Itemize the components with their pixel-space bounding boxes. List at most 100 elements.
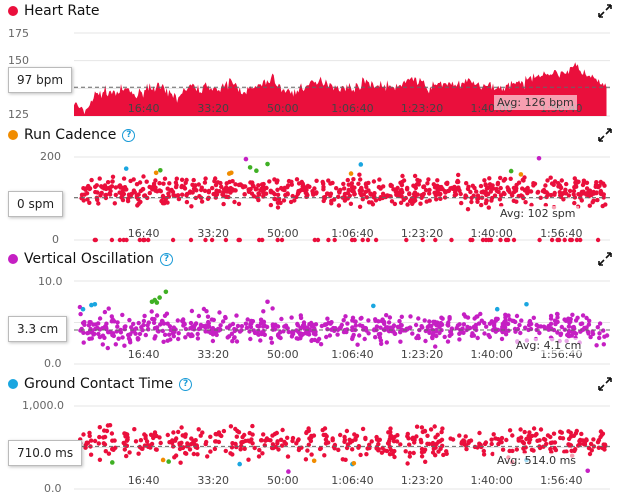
data-point [267,179,271,183]
data-point [332,445,336,449]
data-point [283,193,287,197]
data-point [311,323,315,327]
data-point [240,440,244,444]
data-point [218,181,222,185]
run-cadence-plot[interactable]: 16:40 33:20 50:00 1:06:40 1:23:20 1:40:00 1:56… [0,124,624,248]
data-point [111,317,115,321]
data-point [246,187,250,191]
data-point [400,190,404,194]
data-point [555,320,559,324]
data-point [489,189,493,193]
data-point [448,334,452,338]
data-point [352,432,356,436]
data-point [527,440,531,444]
x-tick-label: 1:56:40 [540,474,582,487]
data-point [154,170,159,175]
data-point [124,187,128,191]
data-point [572,434,576,438]
data-point [244,157,249,162]
data-point [95,183,99,187]
data-point [599,180,603,184]
data-point [602,342,606,346]
data-point [536,324,540,328]
data-point [213,191,217,195]
data-point [466,315,470,319]
data-point [407,192,411,196]
data-point [422,184,426,188]
data-point [510,319,514,323]
data-point [351,316,355,320]
data-point [144,333,148,337]
data-point [183,335,187,339]
data-point [307,322,311,326]
data-point [597,336,601,340]
data-point [580,198,584,202]
data-point [445,452,449,456]
data-point [134,439,138,443]
data-point [236,324,240,328]
data-point [341,457,345,461]
data-point [395,439,399,443]
data-point [425,442,429,446]
data-point [321,428,325,432]
data-point [567,324,571,328]
data-point [322,199,326,203]
data-point [276,201,280,205]
vertical-oscillation-plot[interactable]: 16:40 33:20 50:00 1:06:40 1:23:20 1:40:00 1:56… [0,248,624,373]
data-point [483,442,487,446]
data-point [494,319,498,323]
data-point [338,433,342,437]
data-point [542,325,546,329]
data-point [250,424,254,428]
data-point [136,337,140,341]
data-point [261,432,265,436]
data-point [228,323,232,327]
data-point [343,198,347,202]
data-point [349,202,353,206]
data-point [371,304,376,309]
data-point [405,461,409,465]
data-point [285,436,289,440]
data-point [140,187,144,191]
data-point [418,202,422,206]
data-point [599,192,603,196]
data-point [295,177,299,181]
data-point [366,318,370,322]
data-point [163,177,167,181]
data-point [219,434,223,438]
data-point [518,427,522,431]
data-point [254,168,259,173]
data-point [487,176,491,180]
data-point [355,343,359,347]
ground-contact-time-plot[interactable]: 16:40 33:20 50:00 1:06:40 1:23:20 1:40:00 1:56… [0,373,624,498]
run-cadence-panel: Run Cadence ? 200 100 0 16:4033:2050:001… [0,124,624,248]
x-tick-label: 1:23:20 [401,102,443,115]
x-tick-label: 1:06:40 [331,227,373,240]
data-point [166,459,171,464]
data-point [358,205,362,209]
data-point [490,442,494,446]
data-point [390,184,394,188]
data-point [275,441,279,445]
x-tick-label: 33:20 [197,474,229,487]
data-point [89,178,93,182]
data-point [163,333,167,337]
data-point [487,205,491,209]
data-point [484,201,488,205]
data-point [207,190,211,194]
data-point [280,443,284,447]
data-point [337,203,341,207]
data-point [519,172,524,177]
data-point [98,458,102,462]
data-point [82,340,86,344]
data-point [510,433,514,437]
data-point [246,317,250,321]
data-point [496,437,500,441]
data-point [292,198,296,202]
data-point [544,442,548,446]
data-point [122,431,126,435]
data-point [478,312,482,316]
data-point [93,302,98,307]
data-point [269,190,273,194]
data-point [276,205,280,209]
